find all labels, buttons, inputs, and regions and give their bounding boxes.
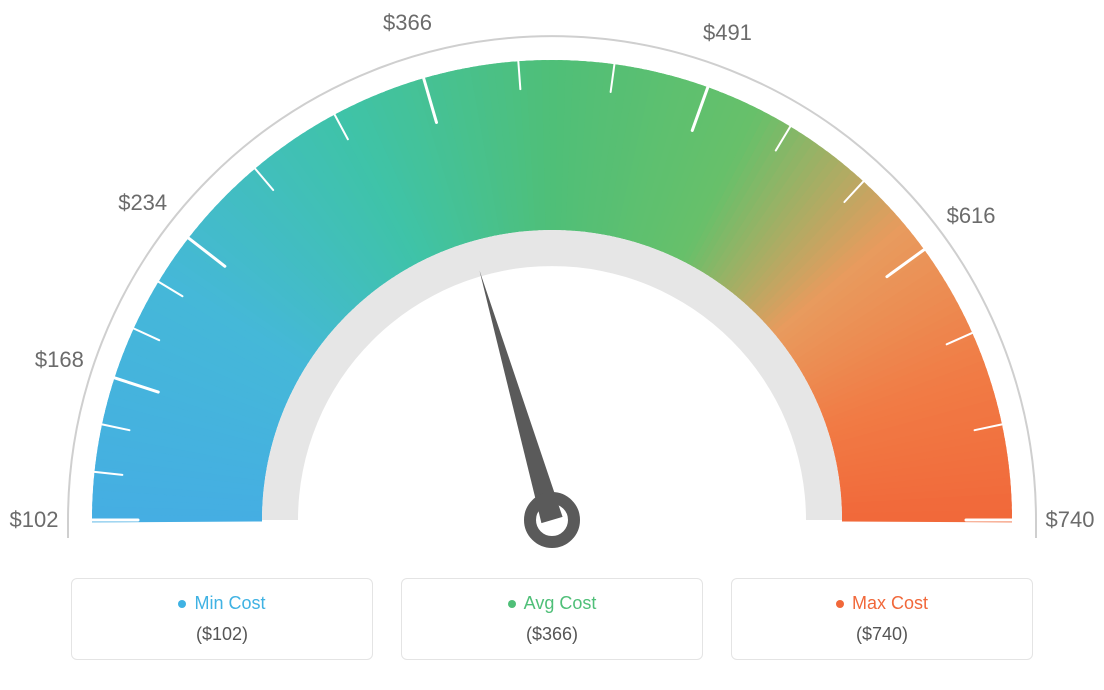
legend-avg-title: Avg Cost	[508, 593, 597, 614]
gauge-chart: $102 $168 $234 $366 $491 $616 $740	[0, 0, 1104, 560]
gauge-tick-label: $366	[383, 10, 432, 36]
legend: Min Cost ($102) Avg Cost ($366) Max Cost…	[0, 578, 1104, 660]
gauge-tick-label: $740	[1046, 507, 1095, 533]
gauge-tick-label: $102	[10, 507, 59, 533]
dot-min-icon	[178, 600, 186, 608]
gauge-tick-label: $234	[118, 190, 167, 216]
legend-min-box: Min Cost ($102)	[71, 578, 373, 660]
gauge-svg	[0, 0, 1104, 560]
legend-min-value: ($102)	[72, 624, 372, 645]
legend-min-title: Min Cost	[178, 593, 265, 614]
legend-avg-label: Avg Cost	[524, 593, 597, 614]
dot-max-icon	[836, 600, 844, 608]
legend-max-box: Max Cost ($740)	[731, 578, 1033, 660]
gauge-tick-label: $491	[703, 20, 752, 46]
legend-avg-box: Avg Cost ($366)	[401, 578, 703, 660]
legend-max-title: Max Cost	[836, 593, 928, 614]
legend-min-label: Min Cost	[194, 593, 265, 614]
gauge-tick-label: $616	[947, 203, 996, 229]
legend-max-value: ($740)	[732, 624, 1032, 645]
legend-max-label: Max Cost	[852, 593, 928, 614]
chart-wrap: $102 $168 $234 $366 $491 $616 $740 Min Cost ($…	[0, 0, 1104, 690]
legend-avg-value: ($366)	[402, 624, 702, 645]
gauge-tick-label: $168	[35, 347, 84, 373]
dot-avg-icon	[508, 600, 516, 608]
